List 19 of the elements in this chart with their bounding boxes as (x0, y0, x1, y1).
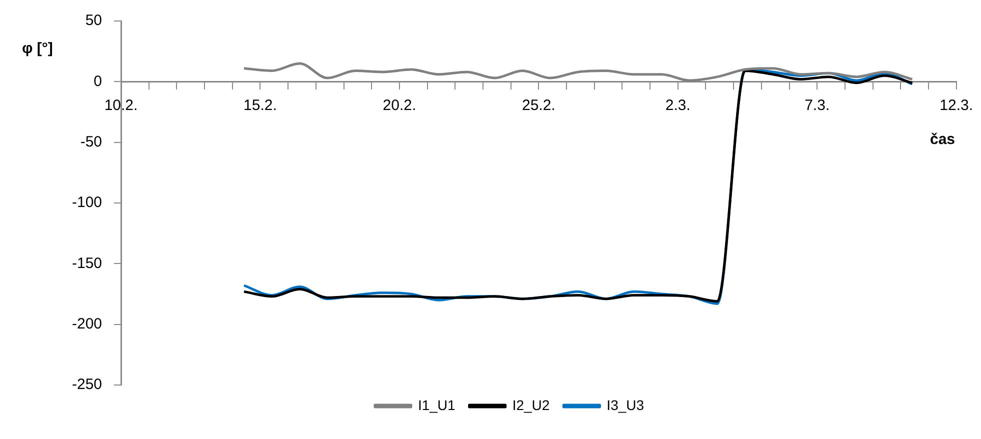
y-axis-title: φ [°] (22, 40, 53, 57)
x-tick-label: 10.2. (104, 96, 138, 114)
x-tick-label: 25.2. (522, 96, 556, 114)
y-tick-label: 50 (85, 12, 102, 30)
y-tick-label: -50 (80, 133, 102, 150)
y-tick-label: 0 (94, 72, 102, 90)
legend-label: I3_U3 (606, 396, 644, 413)
y-tick-label: -150 (72, 254, 102, 272)
legend-label: I2_U2 (512, 396, 550, 413)
x-tick-label: 15.2. (244, 96, 277, 114)
y-tick-label: -200 (72, 315, 102, 332)
y-tick-label: -250 (72, 376, 102, 394)
legend-label: I1_U1 (418, 396, 456, 413)
x-tick-label: 12.3. (940, 96, 974, 114)
x-axis-title: čas (930, 131, 956, 148)
y-tick-label: -100 (72, 194, 102, 212)
x-tick-label: 7.3. (804, 96, 830, 114)
x-tick-label: 20.2. (382, 96, 416, 114)
x-tick-label: 2.3. (665, 96, 690, 114)
